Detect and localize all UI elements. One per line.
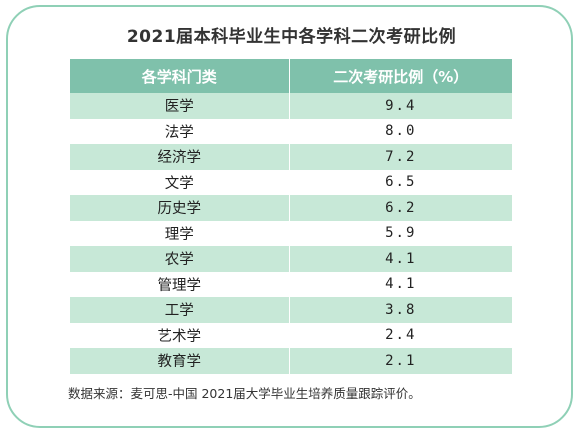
table-row: 农学 4.1 xyxy=(70,246,512,272)
table-row: 管理学 4.1 xyxy=(70,271,512,297)
category-cell: 理学 xyxy=(70,220,290,246)
ratio-cell: 4.1 xyxy=(289,271,512,297)
ratio-cell: 6.5 xyxy=(289,169,512,195)
column-header-category: 各学科门类 xyxy=(70,59,290,93)
category-cell: 医学 xyxy=(70,93,290,119)
table-row: 艺术学 2.4 xyxy=(70,322,512,348)
category-cell: 经济学 xyxy=(70,144,290,170)
table-header-row: 各学科门类 二次考研比例（%） xyxy=(70,59,512,93)
data-table: 各学科门类 二次考研比例（%） 医学 9.4 法学 8.0 经济学 7.2 文学… xyxy=(70,59,512,374)
column-header-ratio: 二次考研比例（%） xyxy=(289,59,512,93)
category-cell: 文学 xyxy=(70,169,290,195)
ratio-cell: 8.0 xyxy=(289,118,512,144)
table-row: 教育学 2.1 xyxy=(70,348,512,374)
ratio-cell: 3.8 xyxy=(289,297,512,323)
ratio-cell: 4.1 xyxy=(289,246,512,272)
category-cell: 教育学 xyxy=(70,348,290,374)
category-cell: 艺术学 xyxy=(70,322,290,348)
ratio-cell: 6.2 xyxy=(289,195,512,221)
table-row: 经济学 7.2 xyxy=(70,144,512,170)
table-row: 工学 3.8 xyxy=(70,297,512,323)
ratio-cell: 2.1 xyxy=(289,348,512,374)
category-cell: 管理学 xyxy=(70,271,290,297)
table-row: 法学 8.0 xyxy=(70,118,512,144)
table-row: 历史学 6.2 xyxy=(70,195,512,221)
table-row: 理学 5.9 xyxy=(70,220,512,246)
ratio-cell: 9.4 xyxy=(289,93,512,119)
table-title: 2021届本科毕业生中各学科二次考研比例 xyxy=(126,27,457,47)
table-row: 文学 6.5 xyxy=(70,169,512,195)
ratio-cell: 5.9 xyxy=(289,220,512,246)
table-row: 医学 9.4 xyxy=(70,93,512,119)
category-cell: 历史学 xyxy=(70,195,290,221)
category-cell: 农学 xyxy=(70,246,290,272)
ratio-cell: 7.2 xyxy=(289,144,512,170)
source-note: 数据来源：麦可思-中国 2021届大学毕业生培养质量跟踪评价。 xyxy=(68,386,421,401)
ratio-cell: 2.4 xyxy=(289,322,512,348)
category-cell: 工学 xyxy=(70,297,290,323)
category-cell: 法学 xyxy=(70,118,290,144)
